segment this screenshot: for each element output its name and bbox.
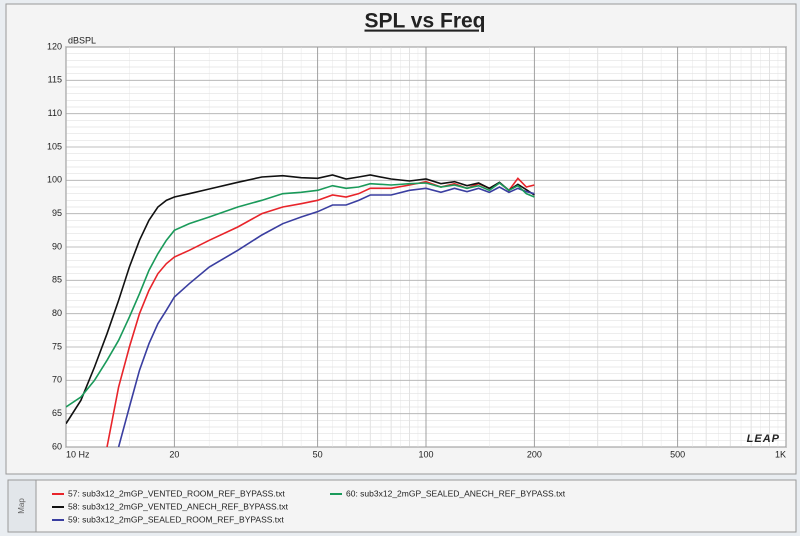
x-tick-label: 20 [169, 449, 179, 459]
logo: LEAP [747, 433, 780, 445]
panel-tab [7, 479, 37, 533]
series-line [66, 174, 535, 425]
panel-label: Map [17, 498, 26, 514]
y-tick-label: 75 [52, 341, 62, 351]
x-tick-label: 1K [775, 449, 786, 459]
x-tick-label: 100 [418, 449, 433, 459]
legend-panel [7, 479, 797, 533]
y-tick-label: 110 [48, 108, 62, 118]
series-line [66, 182, 535, 408]
x-tick-label: 500 [670, 449, 685, 459]
legend-label: 57: sub3x12_2mGP_VENTED_ROOM_REF_BYPASS.… [68, 488, 285, 498]
y-tick-label: 105 [47, 141, 62, 151]
legend-label: 58: sub3x12_2mGP_VENTED_ANECH_REF_BYPASS… [68, 501, 289, 511]
y-tick-label: 95 [52, 208, 62, 218]
y-tick-label: 100 [47, 175, 62, 185]
y-axis-label: dBSPL [68, 35, 96, 45]
y-tick-label: 60 [52, 441, 62, 451]
y-tick-label: 90 [52, 241, 62, 251]
series-line [117, 186, 535, 447]
x-tick-label: 50 [313, 449, 323, 459]
legend-label: 60: sub3x12_2mGP_SEALED_ANECH_REF_BYPASS… [346, 488, 566, 498]
y-tick-label: 85 [52, 275, 62, 285]
y-tick-label: 80 [52, 308, 62, 318]
x-tick-label: 200 [527, 449, 542, 459]
legend-label: 59: sub3x12_2mGP_SEALED_ROOM_REF_BYPASS.… [68, 514, 284, 524]
y-tick-label: 120 [47, 41, 62, 51]
x-tick-label: 10 Hz [66, 449, 90, 459]
y-tick-label: 115 [48, 75, 62, 85]
y-tick-label: 70 [52, 375, 62, 385]
chart-title: SPL vs Freq [365, 10, 486, 33]
y-tick-label: 65 [52, 408, 62, 418]
